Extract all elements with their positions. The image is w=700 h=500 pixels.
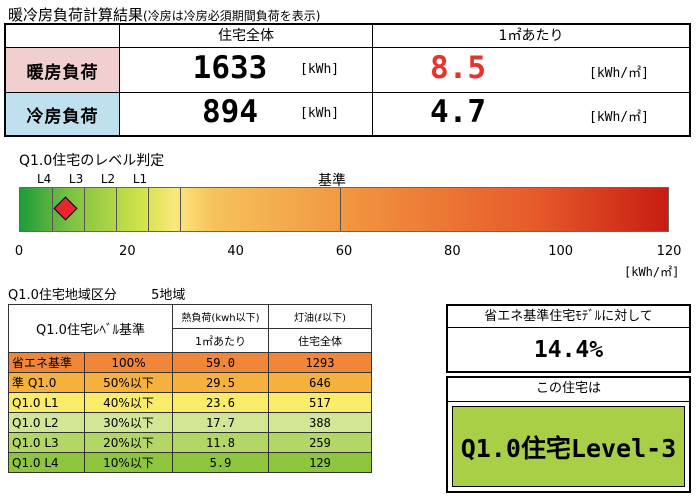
result-table: 住宅全体 1㎡あたり 暖房負荷 1633 [kWh] 8.5 [kWh/㎡] 冷… <box>4 23 691 137</box>
page-title: 暖冷房負荷計算結果(冷房は冷房必須期間負荷を表示) <box>8 4 320 25</box>
level-label: L2 <box>100 172 116 186</box>
level-label: L1 <box>132 172 148 186</box>
region-zone: 5地域 <box>151 288 186 303</box>
cooling-per-m2-cell: 4.7 [kWh/㎡] <box>373 93 689 135</box>
cooling-total-unit: [kWh] <box>300 106 340 121</box>
region-row-name: Q1.0 L1 <box>8 392 85 413</box>
region-row-name: 省エネ基準 <box>8 352 85 373</box>
region-row-per-m2: 17.7 <box>172 412 269 433</box>
region-row: Q1.0 L3 20%以下 11.8 259 <box>8 432 372 453</box>
axis-tick-label: 0 <box>14 244 24 259</box>
region-row-total: 129 <box>268 452 372 473</box>
region-row-total: 1293 <box>268 352 372 373</box>
region-row: Q1.0 L2 30%以下 17.7 388 <box>8 412 372 433</box>
comparison-value: 14.4% <box>533 337 604 363</box>
header-level-standard: Q1.0住宅ﾚﾍﾞﾙ基準 <box>8 304 173 353</box>
level-boundary-tick <box>339 188 341 231</box>
region-row-name: 準 Q1.0 <box>8 372 85 393</box>
region-row-total: 388 <box>268 412 372 433</box>
cooling-label: 冷房負荷 <box>6 93 120 135</box>
region-row-name: Q1.0 L4 <box>8 452 85 473</box>
axis-tick-label: 40 <box>227 244 244 259</box>
region-row: 準 Q1.0 50%以下 29.5 646 <box>8 372 372 393</box>
level-boundary-tick <box>83 188 85 231</box>
region-row-name: Q1.0 L3 <box>8 432 85 453</box>
region-row-per-m2: 23.6 <box>172 392 269 413</box>
header-total: 住宅全体 <box>120 25 373 48</box>
heating-per-m2-unit: [kWh/㎡] <box>589 66 649 81</box>
region-row-ratio: 20%以下 <box>84 432 173 453</box>
region-row: Q1.0 L4 10%以下 5.9 129 <box>8 452 372 473</box>
this-house-level: Q1.0住宅Level-3 <box>452 406 685 487</box>
header-heat-load: 熱負荷(kwh以下) <box>172 304 269 329</box>
region-row-name: Q1.0 L2 <box>8 412 85 433</box>
this-house-box: この住宅は Q1.0住宅Level-3 <box>446 376 691 493</box>
level-label: L4 <box>36 172 52 186</box>
region-row: Q1.0 L1 40%以下 23.6 517 <box>8 392 372 413</box>
region-row-ratio: 30%以下 <box>84 412 173 433</box>
axis-unit: [kWh/㎡] <box>624 265 680 279</box>
region-row-ratio: 100% <box>84 352 173 373</box>
region-row-total: 259 <box>268 432 372 453</box>
heating-per-m2-cell: 8.5 [kWh/㎡] <box>373 48 689 93</box>
header-per-m2: 1㎡あたり <box>373 25 689 48</box>
level-boundary-tick <box>147 188 149 231</box>
cooling-total-cell: 894 [kWh] <box>120 93 373 135</box>
result-corner <box>6 25 120 48</box>
title-sub: (冷房は冷房必須期間負荷を表示) <box>143 9 321 23</box>
axis-tick-label: 100 <box>548 244 574 259</box>
level-gradient-bar <box>19 187 669 232</box>
region-row-ratio: 50%以下 <box>84 372 173 393</box>
region-row-per-m2: 11.8 <box>172 432 269 453</box>
title-main: 暖冷房負荷計算結果 <box>8 6 144 24</box>
region-row-total: 646 <box>268 372 372 393</box>
region-row-per-m2: 29.5 <box>172 372 269 393</box>
heating-total-cell: 1633 [kWh] <box>120 48 373 93</box>
region-table: Q1.0住宅ﾚﾍﾞﾙ基準 熱負荷(kwh以下) 灯油(ℓ以下) 1㎡あたり 住宅… <box>8 304 372 473</box>
level-label: L3 <box>68 172 84 186</box>
heating-label: 暖房負荷 <box>6 48 120 93</box>
heating-total-value: 1633 <box>192 50 268 86</box>
heating-per-m2-value: 8.5 <box>430 50 486 86</box>
region-row-total: 517 <box>268 392 372 413</box>
axis-tick-label: 120 <box>656 244 682 259</box>
heating-total-unit: [kWh] <box>300 62 340 77</box>
region-title: Q1.0住宅地域区分 5地域 <box>8 284 185 303</box>
region-header-row-2: 1㎡あたり 住宅全体 <box>9 328 372 353</box>
region-row-per-m2: 59.0 <box>172 352 269 373</box>
comparison-label: 省エネ基準住宅ﾓﾃﾞﾙに対して <box>448 306 689 328</box>
level-boundary-tick <box>51 188 53 231</box>
region-title-text: Q1.0住宅地域区分 <box>8 288 117 303</box>
this-house-label: この住宅は <box>448 378 689 402</box>
cooling-total-value: 894 <box>202 94 258 130</box>
header-total-sub: 住宅全体 <box>268 328 372 353</box>
region-row-per-m2: 5.9 <box>172 452 269 473</box>
axis-tick-label: 20 <box>119 244 136 259</box>
comparison-box: 省エネ基準住宅ﾓﾃﾞﾙに対して 14.4% <box>446 304 691 373</box>
region-row: 省エネ基準 100% 59.0 1293 <box>8 352 372 373</box>
cooling-per-m2-value: 4.7 <box>430 94 486 130</box>
level-boundary-tick <box>179 188 181 231</box>
region-row-ratio: 10%以下 <box>84 452 173 473</box>
axis-tick-label: 80 <box>444 244 461 259</box>
standard-label: 基準 <box>318 173 346 189</box>
header-per-m2-sub: 1㎡あたり <box>172 328 269 353</box>
header-kerosene: 灯油(ℓ以下) <box>268 304 372 329</box>
region-header-row-1: Q1.0住宅ﾚﾍﾞﾙ基準 熱負荷(kwh以下) 灯油(ℓ以下) <box>8 304 372 353</box>
level-boundary-tick <box>115 188 117 231</box>
level-bar-title: Q1.0住宅のレベル判定 <box>19 153 165 169</box>
region-row-ratio: 40%以下 <box>84 392 173 413</box>
cooling-per-m2-unit: [kWh/㎡] <box>589 110 649 125</box>
axis-tick-label: 60 <box>335 244 353 259</box>
